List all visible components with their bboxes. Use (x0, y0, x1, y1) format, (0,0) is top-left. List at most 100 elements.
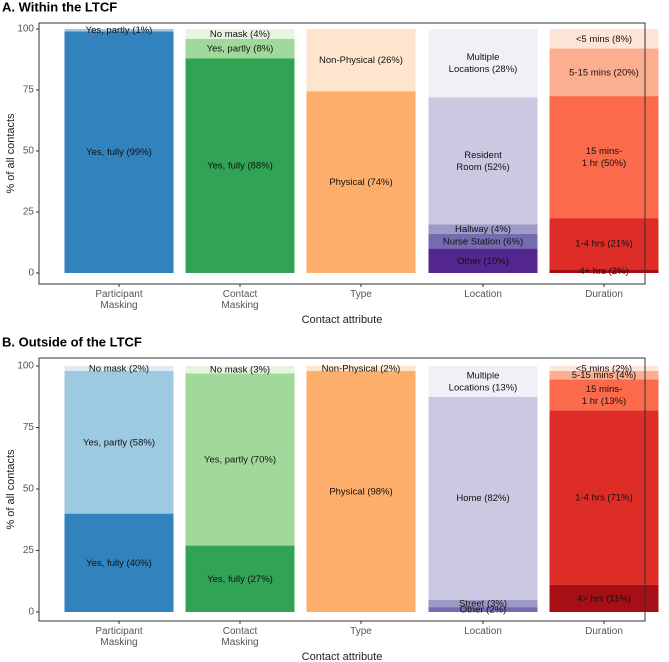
segment-label: Non-Physical (26%) (319, 55, 403, 66)
bar-segment (306, 366, 416, 371)
x-tick-label: Location (464, 626, 502, 637)
segment-label: Street (3%) (459, 598, 507, 609)
segment-label: 4> hrs (11%) (577, 593, 631, 604)
segment-label: <5 mins (2%) (576, 363, 632, 374)
bar-segment (185, 373, 295, 546)
segment-label: Other (2%) (460, 604, 506, 615)
segment-label: Yes, fully (27%) (207, 573, 273, 584)
segment-label: Physical (74%) (329, 177, 392, 188)
segment-label: 15 mins-1 hr (50%) (582, 146, 626, 169)
x-axis-label: Contact attribute (302, 651, 383, 662)
segment-label: Nurse Station (6%) (443, 236, 523, 247)
bar-segment (549, 410, 659, 585)
x-tick-label: Duration (585, 626, 623, 637)
bar-segment (549, 269, 659, 273)
segment-label: Home (82%) (456, 493, 509, 504)
bar-segment (185, 366, 295, 374)
segment-label: No mask (2%) (89, 363, 149, 374)
segment-label: Yes, partly (1%) (86, 25, 153, 36)
segment-label: Hallway (4%) (455, 224, 511, 235)
bar-segment (64, 29, 174, 32)
bar-segment (64, 370, 174, 514)
bar-2: Yes, fully (88%) Yes, partly (8%) No mask … (185, 28, 295, 273)
bar-4: Other (2%)Street (3%) Home (82%) Multiple L… (428, 366, 538, 615)
bar-segment (428, 224, 538, 234)
bar-segment (549, 218, 659, 270)
segment-label: 15 mins-1 hr (13%) (582, 383, 626, 406)
segment-label: 5-15 mins (4%) (572, 370, 636, 381)
bar-segment (549, 379, 659, 411)
bar-segment (64, 366, 174, 371)
y-tick-label: 0 (28, 607, 34, 618)
bar-segment (428, 97, 538, 225)
bar-4: Other (10%) Nurse Station (6%)Hallway (4%… (428, 29, 538, 273)
x-tick-label: Participant Masking (95, 626, 142, 648)
bar-segment (428, 248, 538, 273)
bar-segment (428, 233, 538, 249)
y-axis-label: % of all contacts (5, 113, 17, 194)
y-tick-label: 100 (17, 361, 34, 372)
bar-segment (185, 58, 295, 273)
panel-title: B. Outside of the LTCF (2, 334, 142, 349)
segment-label: No mask (4%) (210, 28, 270, 39)
bar-segment (306, 370, 416, 612)
segment-label: Yes, fully (99%) (86, 147, 152, 158)
plot-border (38, 22, 646, 285)
bar-1: Yes, fully (40%) Yes, partly (58%) No mask… (64, 363, 174, 612)
x-tick-label: Type (350, 289, 372, 300)
x-tick-label: Participant Masking (95, 289, 142, 311)
segment-label: 4+ hrs (2%) (579, 266, 628, 277)
bar-2: Yes, fully (27%) Yes, partly (70%) No mask… (185, 364, 295, 612)
segment-label: <5 mins (8%) (576, 33, 632, 44)
segment-label: Multiple Locations (28%) (449, 52, 518, 75)
bar-segment (549, 584, 659, 612)
segment-label: 1-4 hrs (21%) (575, 238, 633, 249)
x-tick-label: Contact Masking (221, 289, 258, 311)
bar-3: Physical (74%) Non-Physical (26%) (306, 29, 416, 273)
bar-segment (549, 96, 659, 219)
bar-segment (428, 366, 538, 397)
bar-3: Physical (98%) Non-Physical (2%) (306, 363, 416, 612)
segment-label: Yes, fully (40%) (86, 557, 152, 568)
bar-segment (306, 91, 416, 273)
x-tick-label: Contact Masking (221, 626, 258, 648)
bar-1: Yes, fully (99%) Yes, partly (1%) (64, 25, 174, 273)
segment-label: No mask (3%) (210, 364, 270, 375)
segment-label: Yes, fully (88%) (207, 160, 273, 171)
bar-segment (306, 29, 416, 92)
y-tick-label: 0 (28, 268, 34, 279)
x-axis-label: Contact attribute (302, 314, 383, 326)
y-axis-label: % of all contacts (5, 449, 17, 530)
bar-segment (428, 607, 538, 612)
bar-segment (549, 366, 659, 371)
segment-label: 1-4 hrs (71%) (575, 492, 633, 503)
segment-label: Other (10%) (457, 255, 509, 266)
bar-segment (64, 31, 174, 273)
segment-label: Multiple Locations (13%) (449, 370, 518, 393)
y-tick-label: 25 (23, 545, 35, 556)
bar-segment (64, 513, 174, 612)
segment-label: Non-Physical (2%) (322, 363, 401, 374)
bar-segment (428, 396, 538, 600)
segment-label: Physical (98%) (329, 486, 392, 497)
y-tick-label: 25 (23, 207, 35, 218)
bar-segment (428, 599, 538, 608)
y-tick-label: 50 (23, 484, 35, 495)
y-tick-label: 50 (23, 146, 35, 157)
segment-label: 5-15 mins (20%) (569, 67, 639, 78)
y-tick-label: 75 (23, 85, 35, 96)
bar-segment (185, 38, 295, 59)
bar-segment (549, 370, 659, 380)
segment-label: Yes, partly (8%) (207, 43, 274, 54)
bar-5: 4+ hrs (2%) 1-4 hrs (21%) 15 mins-1 hr (50… (549, 29, 659, 277)
segment-label: Yes, partly (58%) (83, 437, 155, 448)
bar-segment (185, 29, 295, 39)
bar-segment (428, 29, 538, 98)
segment-label: Resident Room (52%) (456, 149, 509, 172)
x-tick-label: Type (350, 626, 372, 637)
bar-segment (185, 545, 295, 612)
panel-title: A. Within the LTCF (2, 0, 117, 14)
x-tick-label: Location (464, 289, 502, 300)
